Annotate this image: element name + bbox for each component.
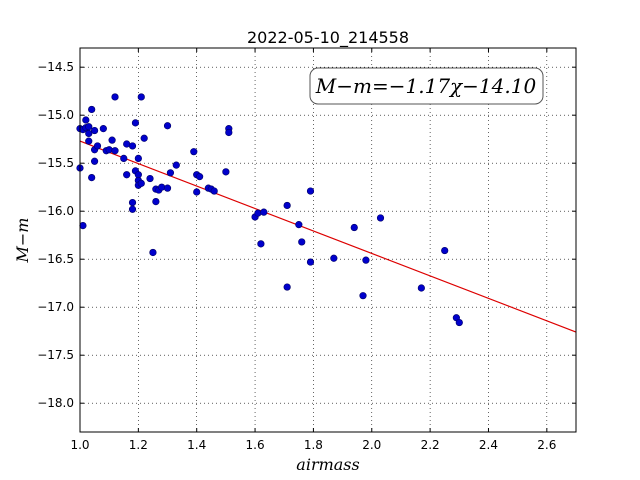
grid — [79, 48, 576, 432]
data-point — [158, 183, 166, 191]
data-point — [359, 292, 367, 300]
data-point — [163, 122, 172, 130]
data-point — [128, 205, 137, 213]
annotation-text: M−m=−1.17χ−14.10 — [315, 74, 537, 98]
y-tick-label: −15.5 — [37, 156, 74, 170]
y-tick-label: −18.0 — [37, 396, 74, 410]
x-tick-label: 2.4 — [479, 438, 498, 452]
data-point — [193, 188, 201, 196]
x-tick-label: 2.6 — [537, 438, 556, 452]
data-point — [79, 222, 87, 230]
data-point — [85, 123, 93, 131]
data-point — [152, 198, 160, 206]
data-point — [90, 157, 99, 165]
data-points — [76, 93, 463, 327]
data-point — [283, 201, 291, 210]
data-point — [131, 119, 140, 127]
data-point — [306, 258, 315, 266]
x-tick-label: 1.2 — [129, 438, 148, 452]
data-point — [82, 116, 90, 124]
x-tick-label: 1.4 — [187, 438, 206, 452]
data-point — [295, 221, 303, 229]
y-tick-label: −17.5 — [37, 348, 74, 362]
data-point — [105, 146, 113, 154]
fit-line — [79, 140, 577, 333]
y-tick-label: −17.0 — [37, 300, 74, 314]
x-axis-label: airmass — [296, 455, 359, 474]
data-point — [196, 173, 204, 181]
data-point — [111, 93, 119, 101]
data-point — [455, 318, 463, 327]
y-tick-label: −14.5 — [37, 60, 74, 74]
data-point — [222, 168, 230, 176]
data-point — [260, 208, 268, 216]
data-point — [128, 198, 137, 207]
data-point — [90, 126, 99, 135]
data-point — [134, 154, 142, 162]
data-point — [140, 134, 148, 142]
data-point — [350, 223, 358, 232]
data-point — [190, 148, 198, 156]
data-point — [111, 147, 119, 155]
data-point — [306, 187, 315, 195]
chart-title: 2022-05-10_214558 — [247, 28, 409, 48]
data-point — [257, 240, 265, 248]
data-point — [225, 128, 233, 137]
data-point — [149, 248, 157, 257]
annotation-box: M−m=−1.17χ−14.10 — [309, 67, 544, 105]
data-point — [137, 179, 145, 187]
data-point — [376, 214, 385, 222]
data-point — [330, 254, 338, 262]
data-point — [441, 246, 449, 255]
y-tick-label: −16.5 — [37, 252, 74, 266]
data-point — [146, 174, 154, 183]
x-tick-label: 1.0 — [70, 438, 89, 452]
data-point — [283, 283, 291, 291]
annotation-frame — [309, 67, 544, 105]
x-tick-label: 1.8 — [304, 438, 323, 452]
data-point — [137, 93, 145, 101]
data-point — [210, 187, 218, 195]
data-point — [120, 154, 128, 162]
x-tick-label: 1.6 — [246, 438, 265, 452]
y-axis-label: M−m — [13, 218, 32, 264]
data-point — [417, 284, 425, 292]
x-tick-label: 2.0 — [362, 438, 381, 452]
plot-frame — [79, 47, 577, 433]
data-point — [99, 125, 107, 133]
data-point — [93, 142, 102, 150]
data-point — [172, 161, 180, 169]
data-point — [88, 105, 96, 114]
data-point — [166, 169, 175, 177]
data-point — [362, 256, 370, 264]
axis-ticks: 1.0 1.2 1.4 1.6 1.8 2.0 2.2 2.4 2.6 −14.5 −15.0 −15… — [37, 48, 576, 452]
y-tick-label: −15.0 — [37, 108, 74, 122]
data-point — [85, 137, 93, 145]
data-point — [108, 136, 116, 144]
data-point — [298, 238, 306, 246]
data-point — [88, 174, 96, 182]
data-point — [123, 171, 131, 179]
data-point — [163, 184, 172, 192]
data-point — [254, 209, 262, 217]
fit-line-layer — [79, 140, 577, 333]
x-tick-label: 2.2 — [421, 438, 440, 452]
data-point — [128, 142, 137, 150]
y-tick-label: −16.0 — [37, 204, 74, 218]
